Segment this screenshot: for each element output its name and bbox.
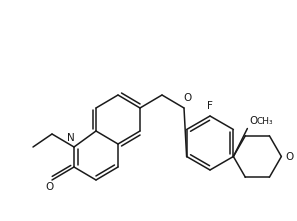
Text: N: N	[67, 133, 75, 143]
Text: O: O	[46, 182, 54, 192]
Text: CH₃: CH₃	[256, 116, 273, 126]
Text: O: O	[249, 116, 257, 126]
Text: O: O	[183, 93, 191, 103]
Text: F: F	[207, 101, 213, 111]
Text: O: O	[285, 152, 294, 162]
